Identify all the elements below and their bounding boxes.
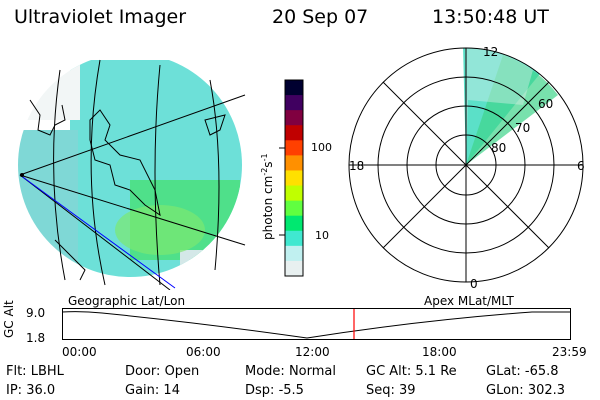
- subsat-point: [20, 173, 24, 177]
- status-flt: Flt: LBHL: [6, 364, 64, 379]
- colorbar-segment: [285, 260, 303, 277]
- right-panel-label: Apex MLat/MLT: [424, 294, 514, 308]
- mlat-label-60: 60: [538, 97, 553, 111]
- timeline-x-tick-1: 06:00: [186, 345, 221, 359]
- altitude-timeline: [62, 308, 571, 340]
- colorbar-segment: [285, 95, 303, 111]
- status-glon: GLon: 302.3: [486, 383, 566, 398]
- left-panel-label: Geographic Lat/Lon: [68, 294, 186, 308]
- status-gc-alt: GC Alt: 5.1 Re: [366, 364, 457, 379]
- status-door: Door: Open: [125, 364, 200, 379]
- timeline-y-tick-bottom: 1.8: [26, 331, 46, 345]
- colorbar-segment: [285, 230, 303, 247]
- status-mode: Mode: Normal: [245, 364, 336, 379]
- colorbar-unit: photon cm-2s-1: [260, 153, 275, 240]
- window-title: Ultraviolet Imager: [14, 6, 187, 28]
- timeline-x-tick-2: 12:00: [295, 345, 330, 359]
- colorbar-tick-100: 100: [311, 141, 332, 154]
- timeline-y-tick-top: 9.0: [26, 306, 46, 320]
- colorbar-segment: [285, 245, 303, 262]
- mlt-label-12: 12: [483, 45, 498, 59]
- header-time: 13:50:48 UT: [432, 6, 549, 28]
- orbit-track: [19, 174, 176, 289]
- timeline-x-tick-0: 00:00: [62, 345, 97, 359]
- mlat-label-80: 80: [491, 141, 506, 155]
- coastlines: [29, 99, 226, 281]
- colorbar-segment: [285, 215, 303, 232]
- status-seq: Seq: 39: [366, 383, 416, 398]
- map-image: [18, 53, 242, 277]
- colorbar-segment: [285, 200, 303, 217]
- status-glat: GLat: -65.8: [486, 364, 559, 379]
- status-gain: Gain: 14: [125, 383, 180, 398]
- mlt-label-18: 18: [349, 159, 364, 173]
- timeline-x-tick-4: 23:59: [552, 345, 587, 359]
- colorbar-segment: [285, 110, 303, 126]
- colorbar-tick-10: 10: [315, 229, 329, 242]
- colorbar: photon cm-2s-1: [260, 79, 304, 277]
- geographic-map: [18, 53, 246, 290]
- timeline-x-tick-3: 18:00: [422, 345, 457, 359]
- header-date: 20 Sep 07: [272, 6, 369, 28]
- mlt-label-0: 0: [470, 277, 478, 290]
- map-grid: [19, 59, 246, 290]
- colorbar-segment: [285, 140, 303, 156]
- status-ip: IP: 36.0: [6, 383, 56, 398]
- polar-plot: 12 18 6 0 60 70 80: [348, 45, 585, 290]
- colorbar-segment: [285, 185, 303, 202]
- mlt-label-6: 6: [577, 159, 585, 173]
- colorbar-segment: [285, 155, 303, 171]
- polar-image: [463, 48, 558, 165]
- mlat-label-70: 70: [515, 121, 530, 135]
- colorbar-segment: [285, 170, 303, 187]
- status-dsp: Dsp: -5.5: [245, 383, 304, 398]
- colorbar-segment: [285, 80, 303, 96]
- timeline-y-label: GC Alt: [2, 300, 16, 338]
- colorbar-segment: [285, 125, 303, 141]
